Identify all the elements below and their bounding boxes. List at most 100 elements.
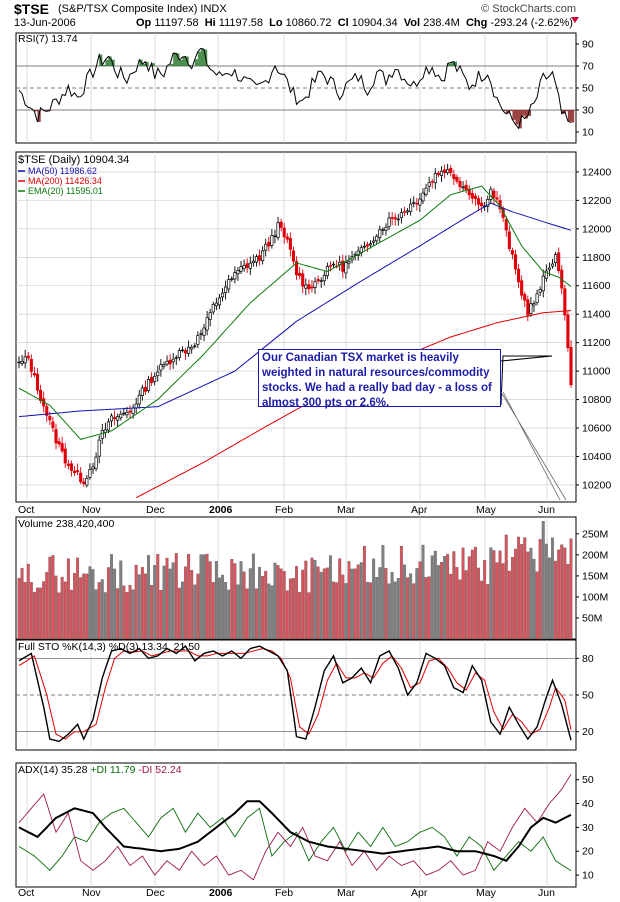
price-bar-body [267,241,271,247]
price-bar-body [180,349,184,352]
price-bar-body [390,217,394,219]
volume-bar [384,568,388,640]
volume-bar [100,579,104,640]
volume-bar [242,571,246,640]
volume-bar [106,567,110,640]
volume-bar [313,560,317,640]
price-bar-body [544,270,548,279]
adx-ytick-label-0: 50 [582,774,594,786]
adx-xtick-label-7: May [476,887,497,899]
volume-bar [480,580,484,640]
volume-bar [147,555,150,640]
legend-label-0: MA(50) 11986.62 [28,166,97,176]
volume-bar [458,579,462,640]
volume-bar [17,577,21,640]
volume-bar [541,521,545,640]
stat-change-value: -293.24 (-2.62%) [490,17,573,29]
price-bar-body [291,250,296,262]
volume-bar [255,588,258,640]
price-bar-body [32,373,36,376]
volume-bar [273,562,277,640]
price-xtick-label-5: Mar [337,504,356,516]
volume-bar [366,581,369,640]
volume-bar [338,558,342,640]
volume-bar [187,553,191,640]
volume-bar [387,583,391,640]
price-bar-body [316,279,320,282]
sto-ytick-label-1: 50 [582,690,594,702]
ohlc-stats: Op 11197.58 Hi 11197.58 Lo 10860.72 Cl 1… [136,17,573,29]
volume-bar [245,588,249,640]
volume-bar [233,563,237,640]
volume-bar [150,585,154,640]
price-bar-body [476,198,481,205]
volume-bar [131,589,135,640]
volume-bar [393,581,397,640]
price-bar-body [245,263,249,268]
price-bar-body [202,327,206,336]
price-bar-body [140,387,144,397]
price-bar-body [569,347,573,386]
price-bar-body [507,231,511,250]
volume-bar [495,562,499,640]
volume-bar [128,585,132,640]
price-bar-body [106,421,110,431]
price-bar-body [94,456,98,470]
price-bar-body [183,350,188,354]
volume-bar [119,560,123,640]
volume-bar [227,589,231,640]
mdi-line [18,774,572,881]
chart-date: 13-Jun-2006 [14,17,76,29]
brand-watermark: © StockCharts.com [481,3,576,15]
price-bar-body [116,416,120,421]
price-bar-body [205,317,209,331]
volume-bar [532,558,536,640]
price-bar-body [48,416,52,421]
price-bar-body [125,411,129,416]
volume-bar [97,582,101,640]
volume-bar [375,577,379,640]
adx-xtick-label-8: Jun [538,887,555,899]
price-bar-body [150,377,154,383]
price-ytick-label-10: 10400 [582,451,611,463]
volume-bar [66,558,70,640]
volume-bar [20,567,24,640]
stat-high-label: Hi [204,17,216,29]
price-bar-body [378,229,382,238]
price-bar-body [538,289,542,293]
adx-xtick-label-2: Dec [146,887,165,899]
price-legend: $TSE (Daily) 10904.34 [18,154,129,166]
callout-bracket [500,355,553,406]
stat-close-value: 10904.34 [351,17,398,29]
price-bar-body [467,188,471,196]
volume-bar [94,589,98,640]
price-bar-body [362,245,366,248]
volume-bar [54,575,58,640]
adx-legend: ADX(14) 35.28 +DI 11.79 -DI 52.24 [18,764,182,776]
price-bar-body [146,379,151,391]
sto-k-line [18,645,572,743]
price-bar-body [347,260,351,264]
price-ytick-label-5: 11400 [582,309,611,321]
price-bar-body [341,260,345,272]
price-bar-body [128,410,132,413]
price-bar-body [97,439,101,457]
adx-legend-mdi: -DI 52.24 [138,764,181,776]
volume-bar [165,557,169,640]
volume-bar [310,557,314,640]
adx-xtick-label-1: Nov [82,887,101,899]
volume-bar [137,574,141,640]
price-bar-body [433,173,437,184]
adx-ytick-label-2: 30 [582,822,594,834]
volume-bar [91,569,95,640]
volume-bar [329,555,332,640]
stat-volume-label: Vol [403,17,421,29]
volume-ytick-label-4: 50M [582,612,602,624]
down-arrow-icon [571,17,579,23]
price-bar-body [461,186,465,189]
sto-ytick-label-0: 80 [582,653,594,665]
volume-bar [140,567,144,640]
volume-bar [153,565,157,640]
volume-bar [344,583,348,640]
